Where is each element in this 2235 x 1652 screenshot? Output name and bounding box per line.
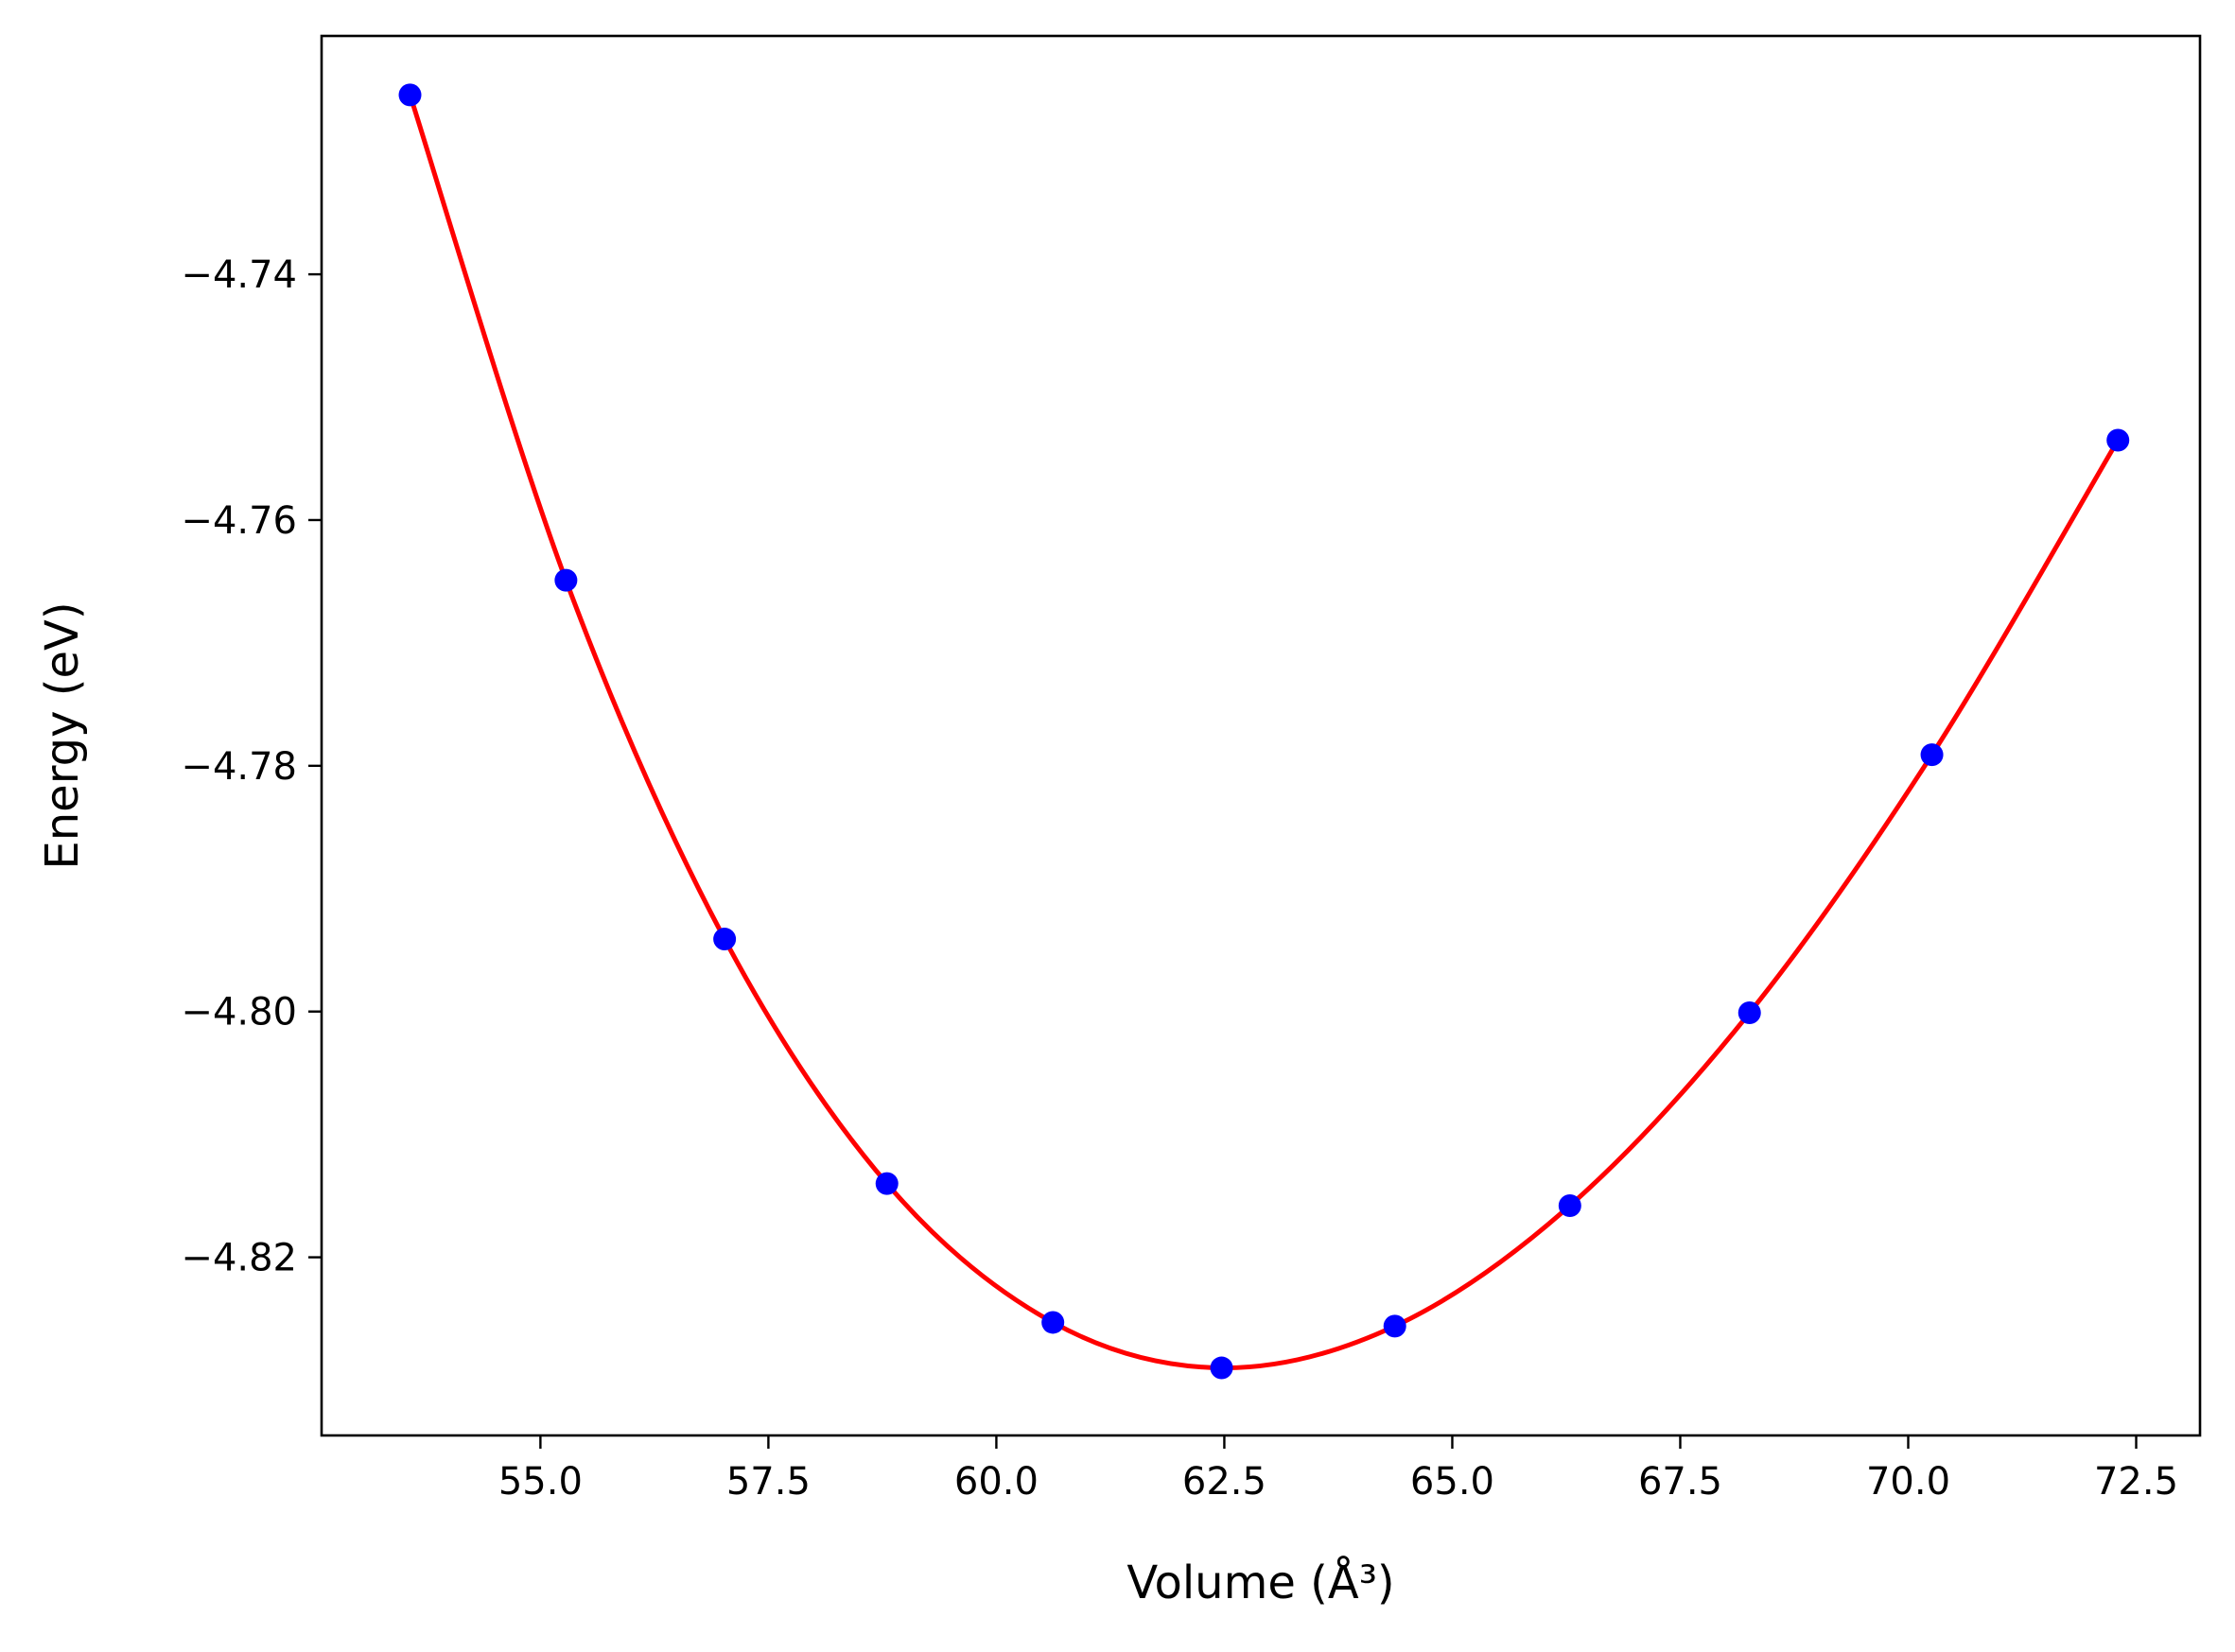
- x-tick-label: 67.5: [1638, 1460, 1722, 1504]
- data-point: [2106, 428, 2130, 452]
- x-axis-ticks: 55.0 57.5 60.0 62.5 65.0 67.5 70.0 72.5: [498, 1435, 2178, 1504]
- data-point: [1558, 1194, 1581, 1218]
- y-tick-label: −4.82: [181, 1237, 297, 1280]
- x-tick-label: 60.0: [954, 1460, 1039, 1504]
- fit-curve-layer: [408, 92, 2121, 1371]
- data-points-layer: [398, 83, 2130, 1380]
- x-tick-label: 72.5: [2094, 1460, 2178, 1504]
- data-point: [398, 83, 422, 107]
- x-axis-label: Volume (Å³): [1126, 1556, 1394, 1609]
- y-tick-label: −4.78: [181, 745, 297, 789]
- y-tick-label: −4.80: [181, 991, 297, 1035]
- data-point: [1041, 1311, 1065, 1334]
- data-point: [875, 1172, 899, 1195]
- data-point: [713, 928, 737, 951]
- y-tick-label: −4.74: [181, 253, 297, 297]
- data-point: [1210, 1356, 1233, 1380]
- x-tick-label: 57.5: [726, 1460, 811, 1504]
- data-point: [554, 568, 578, 592]
- x-tick-label: 62.5: [1182, 1460, 1266, 1504]
- x-tick-label: 70.0: [1866, 1460, 1950, 1504]
- y-axis-ticks: −4.74 −4.76 −4.78 −4.80 −4.82: [181, 253, 322, 1280]
- data-point: [1920, 743, 1944, 767]
- plot-frame: [320, 34, 2202, 1437]
- fit-curve: [408, 92, 2121, 1371]
- y-axis-label: Energy (eV): [36, 601, 89, 869]
- data-point: [1737, 1001, 1761, 1025]
- y-tick-label: −4.76: [181, 499, 297, 543]
- data-point: [1383, 1314, 1406, 1338]
- x-tick-label: 55.0: [498, 1460, 583, 1504]
- x-tick-label: 65.0: [1410, 1460, 1494, 1504]
